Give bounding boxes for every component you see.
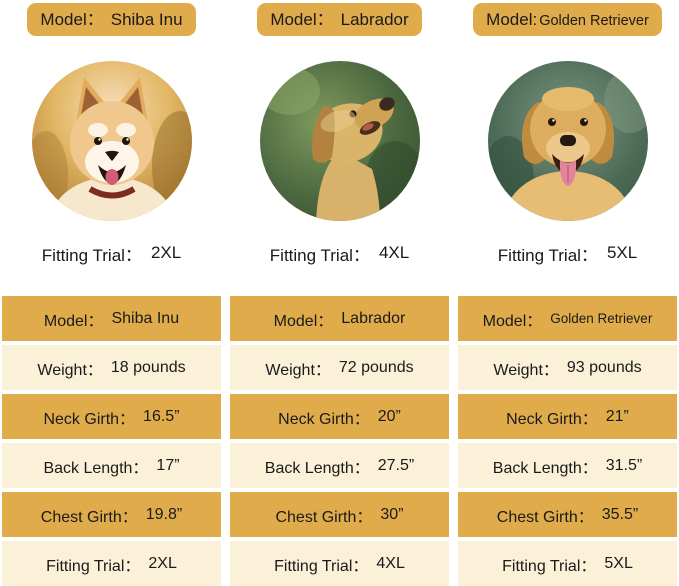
golden-retriever-illustration: [487, 61, 648, 221]
fitting-trial-line: Fitting Trial： 4XL: [269, 243, 410, 265]
table-row-back-length: Back Length： 31.5”: [458, 443, 677, 488]
labrador-photo: [259, 61, 420, 221]
model-pill: Model： Labrador: [257, 2, 422, 37]
size-table-shiba: Model： Shiba Inu Weight： 18 pounds Neck …: [2, 296, 221, 586]
table-row-fitting-trial: Fitting Trial： 5XL: [458, 541, 677, 586]
golden-retriever-photo: [487, 61, 648, 221]
row-value: 30”: [380, 505, 404, 523]
row-value: 93 pounds: [566, 358, 642, 376]
row-value: 72 pounds: [338, 358, 414, 376]
row-label: Weight：: [265, 361, 331, 379]
row-value: 19.8”: [145, 505, 183, 523]
table-row-neck-girth: Neck Girth： 16.5”: [2, 394, 221, 439]
fitting-trial-label: Fitting Trial：: [497, 245, 598, 265]
fitting-trial-label: Fitting Trial：: [269, 245, 370, 265]
row-label: Neck Girth：: [506, 410, 598, 428]
fitting-trial-line: Fitting Trial： 2XL: [41, 243, 182, 265]
row-label: Model：: [273, 312, 334, 330]
table-row-model: Model： Shiba Inu: [2, 296, 221, 341]
row-label: Neck Girth：: [43, 410, 136, 428]
row-value: 20”: [377, 407, 401, 425]
table-row-model: Model： Labrador: [230, 296, 449, 341]
labrador-illustration: [259, 61, 420, 221]
row-label: Model：: [482, 312, 543, 330]
fitting-trial-value: 2XL: [150, 243, 182, 262]
column-shiba-inu: Model： Shiba Inu: [2, 0, 221, 586]
size-table-labrador: Model： Labrador Weight： 72 pounds Neck G…: [230, 296, 449, 586]
row-value: Labrador: [341, 309, 406, 327]
row-label: Fitting Trial：: [274, 557, 369, 575]
table-row-weight: Weight： 93 pounds: [458, 345, 677, 390]
table-row-weight: Weight： 18 pounds: [2, 345, 221, 390]
row-value: 27.5”: [377, 456, 415, 474]
table-row-back-length: Back Length： 27.5”: [230, 443, 449, 488]
row-value: 31.5”: [605, 456, 643, 474]
model-pill-label: Model：: [40, 9, 104, 29]
row-label: Chest Girth：: [496, 508, 594, 526]
model-pill: Model： Shiba Inu: [27, 2, 196, 37]
column-labrador: Model： Labrador: [230, 0, 449, 586]
shiba-inu-illustration: [31, 61, 192, 221]
model-pill-wrap: Model: Golden Retriever: [473, 0, 662, 37]
model-pill-wrap: Model： Labrador: [257, 0, 422, 37]
column-golden-retriever: Model: Golden Retriever: [458, 0, 677, 586]
table-row-model: Model： Golden Retriever: [458, 296, 677, 341]
model-pill-label: Model:: [486, 9, 538, 29]
row-value: 16.5”: [143, 407, 180, 425]
model-pill-value: Labrador: [340, 9, 409, 29]
row-label: Model：: [43, 312, 104, 330]
table-row-neck-girth: Neck Girth： 21”: [458, 394, 677, 439]
row-value: 4XL: [376, 554, 405, 572]
row-value: Golden Retriever: [550, 311, 653, 326]
fitting-trial-label: Fitting Trial：: [41, 245, 142, 265]
row-label: Back Length：: [43, 459, 149, 477]
model-pill-value: Golden Retriever: [539, 12, 649, 29]
table-row-weight: Weight： 72 pounds: [230, 345, 449, 390]
model-pill-label: Model：: [270, 9, 334, 29]
row-label: Chest Girth：: [40, 508, 138, 526]
size-table-golden: Model： Golden Retriever Weight： 93 pound…: [458, 296, 677, 586]
row-value: Shiba Inu: [111, 309, 180, 327]
row-label: Fitting Trial：: [502, 557, 597, 575]
row-label: Back Length：: [264, 459, 370, 477]
table-row-chest-girth: Chest Girth： 35.5”: [458, 492, 677, 537]
shiba-inu-photo: [31, 61, 192, 221]
table-row-neck-girth: Neck Girth： 20”: [230, 394, 449, 439]
row-value: 18 pounds: [110, 358, 186, 376]
model-pill-value: Shiba Inu: [110, 9, 183, 29]
table-row-fitting-trial: Fitting Trial： 2XL: [2, 541, 221, 586]
row-label: Chest Girth：: [275, 508, 373, 526]
fitting-trial-value: 4XL: [378, 243, 410, 262]
table-row-fitting-trial: Fitting Trial： 4XL: [230, 541, 449, 586]
row-label: Neck Girth：: [278, 410, 370, 428]
row-value: 5XL: [604, 554, 633, 572]
table-row-chest-girth: Chest Girth： 19.8”: [2, 492, 221, 537]
row-label: Weight：: [493, 361, 559, 379]
row-value: 35.5”: [601, 505, 639, 523]
fitting-trial-line: Fitting Trial： 5XL: [497, 243, 638, 265]
row-value: 21”: [605, 407, 629, 425]
table-row-chest-girth: Chest Girth： 30”: [230, 492, 449, 537]
row-value: 2XL: [148, 554, 177, 572]
table-row-back-length: Back Length： 17”: [2, 443, 221, 488]
model-pill: Model: Golden Retriever: [473, 2, 662, 37]
row-label: Fitting Trial：: [46, 557, 141, 575]
row-value: 17”: [156, 456, 180, 474]
row-label: Back Length：: [492, 459, 598, 477]
model-pill-wrap: Model： Shiba Inu: [27, 0, 196, 37]
row-label: Weight：: [37, 361, 103, 379]
fitting-trial-value: 5XL: [606, 243, 638, 262]
